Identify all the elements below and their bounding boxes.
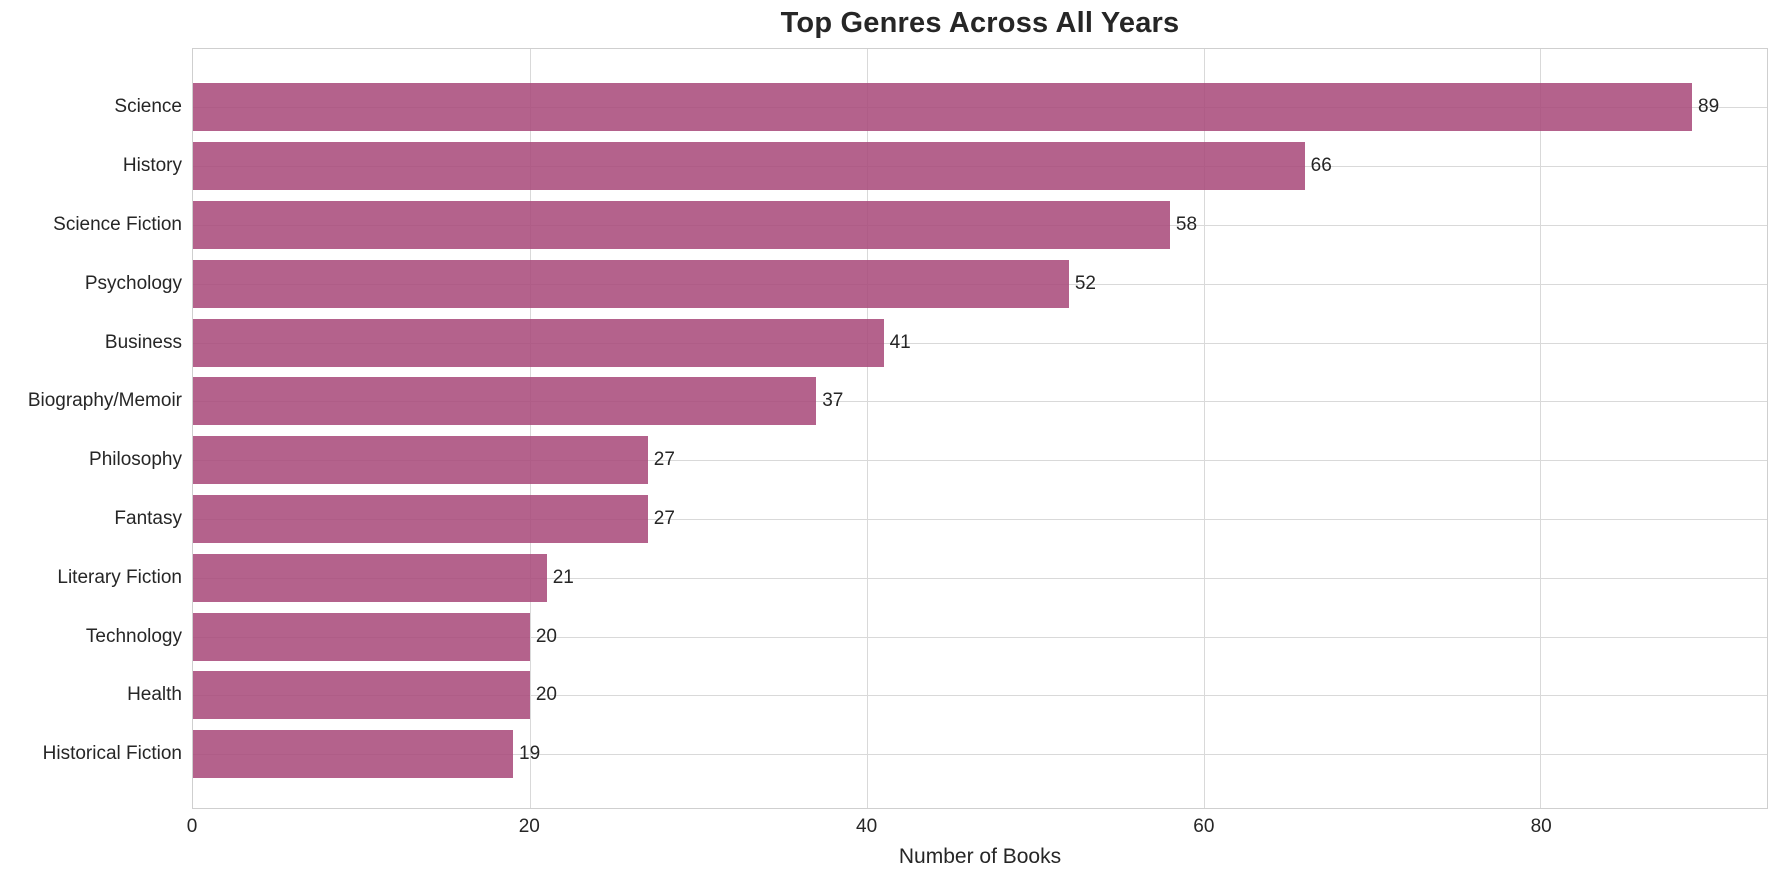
horizontal-gridline — [193, 518, 1767, 520]
category-label: Historical Fiction — [42, 743, 182, 765]
category-label: Technology — [85, 625, 182, 647]
bar-value-label: 66 — [1310, 155, 1332, 177]
bar-value-label: 21 — [552, 566, 574, 588]
bar — [193, 553, 547, 602]
category-label: Health — [127, 684, 182, 706]
bar — [193, 377, 817, 426]
bar-value-label: 20 — [535, 625, 557, 647]
category-label: Science — [114, 96, 182, 118]
bar — [193, 259, 1069, 308]
x-tick-label: 20 — [518, 816, 540, 837]
bar-value-label: 52 — [1074, 272, 1096, 294]
bar-value-label: 89 — [1698, 96, 1720, 118]
category-label: Business — [104, 331, 182, 353]
horizontal-gridline — [193, 577, 1767, 579]
bar-row: Fantasy 27 — [114, 490, 1767, 549]
vertical-gridline — [1540, 49, 1542, 808]
bar — [193, 200, 1170, 249]
bar-row: Literary Fiction 21 — [57, 548, 1767, 607]
horizontal-gridline — [193, 460, 1767, 462]
bar-row: Psychology 52 — [85, 254, 1767, 313]
vertical-gridline — [1203, 49, 1205, 808]
chart-title: Top Genres Across All Years — [780, 7, 1180, 39]
bar-row: Business 41 — [105, 313, 1767, 372]
bar-row: Biography/Memoir 37 — [28, 372, 1767, 431]
bar-row: Philosophy 27 — [89, 431, 1767, 490]
bar — [193, 142, 1305, 191]
category-label: Science Fiction — [53, 213, 182, 235]
bar — [193, 730, 514, 779]
vertical-gridline — [866, 49, 868, 808]
bar — [193, 671, 530, 720]
category-label: Psychology — [84, 272, 182, 294]
bar-row: Technology 20 — [86, 607, 1767, 666]
category-label: Biography/Memoir — [27, 390, 182, 412]
horizontal-gridline — [193, 695, 1767, 697]
bar-row: History 66 — [123, 137, 1767, 196]
bar-row: Historical Fiction 19 — [43, 725, 1767, 784]
x-tick-label: 60 — [1193, 816, 1215, 837]
vertical-gridlines — [193, 49, 1767, 808]
bar-value-label: 20 — [535, 684, 557, 706]
bar-value-label: 41 — [889, 331, 911, 353]
bar — [193, 436, 648, 485]
bar-value-label: 27 — [653, 507, 675, 529]
bar-row: Science 89 — [114, 78, 1767, 137]
vertical-gridline — [529, 49, 531, 808]
horizontal-gridline — [193, 401, 1767, 403]
x-tick-label: 0 — [186, 816, 198, 837]
bar-row: Science Fiction 58 — [53, 196, 1767, 255]
category-label: Literary Fiction — [57, 566, 182, 588]
horizontal-gridline — [193, 636, 1767, 638]
bar — [193, 612, 530, 661]
category-label: History — [122, 155, 182, 177]
x-axis-label: Number of Books — [898, 845, 1062, 868]
bar — [193, 318, 884, 367]
bar-row: Health 20 — [127, 666, 1767, 725]
bar-rows: Science 89 History 66 Science Fiction 58 Psych… — [28, 49, 1767, 808]
x-axis-ticks: 0 20 40 60 80 — [187, 816, 1768, 840]
bar-value-label: 37 — [822, 390, 844, 412]
horizontal-gridline — [193, 754, 1767, 756]
bar-value-label: 27 — [653, 449, 675, 471]
category-label: Fantasy — [114, 507, 182, 529]
horizontal-gridline — [193, 342, 1767, 344]
bar — [193, 494, 648, 543]
plot-area: Science 89 History 66 Science Fiction 58 Psych… — [28, 48, 1768, 809]
x-tick-label: 40 — [856, 816, 878, 837]
category-label: Philosophy — [89, 449, 182, 471]
x-tick-label: 80 — [1530, 816, 1552, 837]
bar — [193, 83, 1693, 132]
bar-value-label: 58 — [1175, 213, 1198, 235]
bar-value-label: 19 — [519, 743, 541, 765]
